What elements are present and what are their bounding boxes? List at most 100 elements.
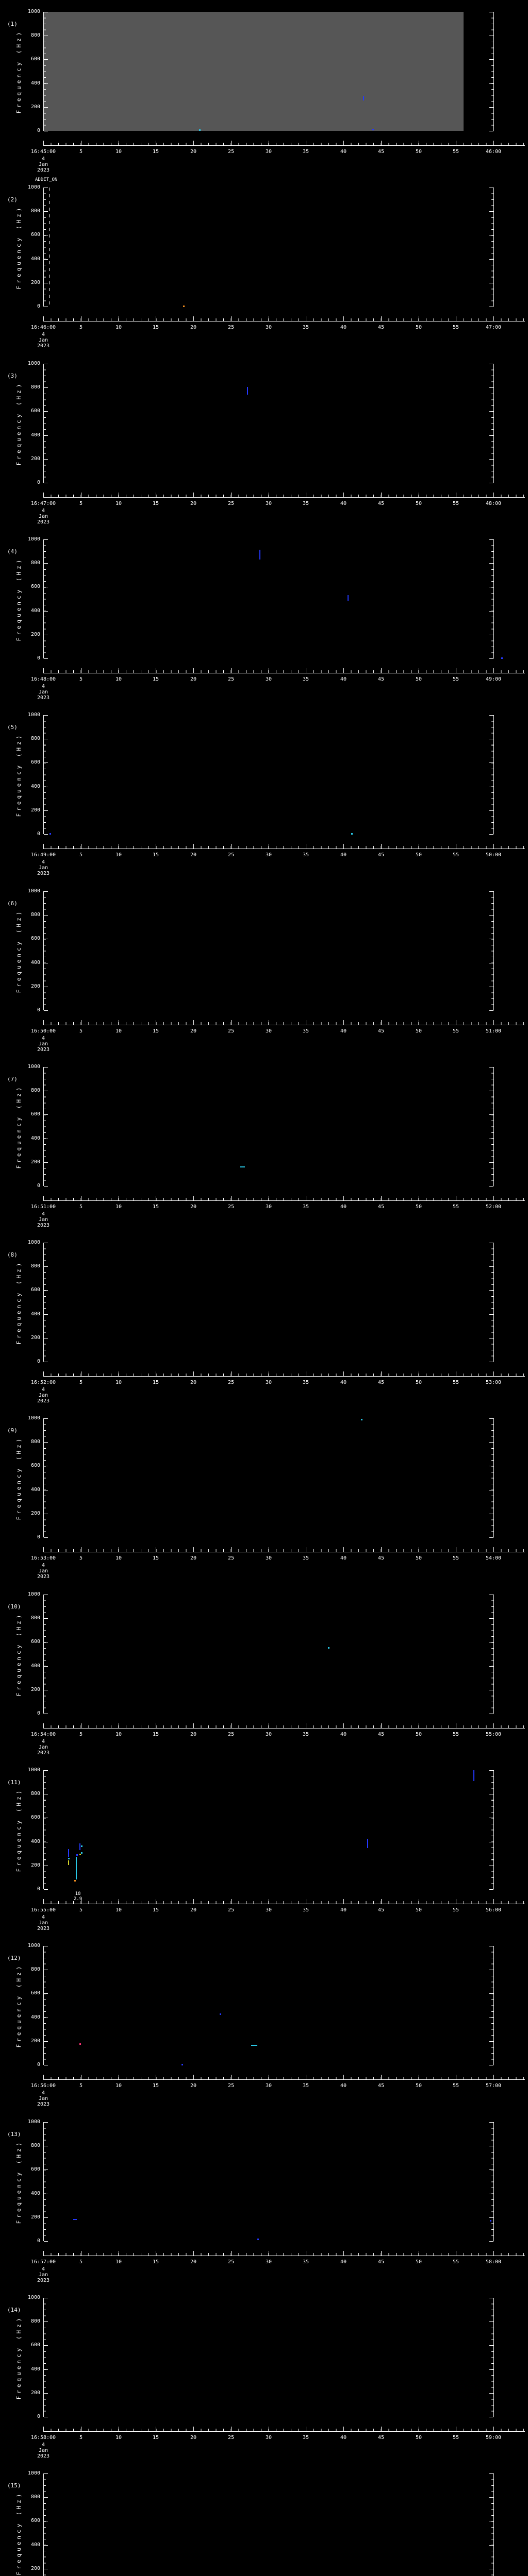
x-major-tick [493, 1723, 494, 1728]
y-major-tick-right [489, 2321, 493, 2322]
y-minor-ticks-left [44, 1595, 46, 1714]
y-tick-label: 1000 [27, 9, 40, 14]
y-tick-label: 400 [30, 1663, 40, 1669]
panel-index-label: (10) [7, 1603, 21, 1610]
y-major-tick-left [44, 1618, 48, 1619]
y-major-tick-right [489, 2369, 493, 2370]
x-major-tick [43, 2075, 44, 2079]
x-tick-label: 15 [152, 852, 159, 858]
x-tick-label: 5 [79, 325, 83, 330]
y-tick-label: 0 [37, 128, 40, 133]
y-major-tick-left [44, 1442, 48, 1443]
x-major-tick [493, 316, 494, 321]
y-minor-ticks-left [44, 539, 46, 659]
detection-mark-vline [348, 595, 349, 601]
date-label-line: 2023 [37, 871, 50, 876]
date-label-line: 4 [41, 1211, 45, 1217]
y-major-tick-right [489, 1442, 493, 1443]
date-label-line: Jan [38, 2448, 48, 2453]
spectrogram-panel: (12) Frequency (Hz) 1000 800 600 400 200 0 16:56… [0, 1934, 528, 2110]
x-tick-label: 50 [415, 1555, 422, 1561]
x-major-tick [193, 141, 194, 145]
x-tick-label: 16:46:00 [30, 325, 56, 330]
date-label-line: Jan [38, 2272, 48, 2278]
detection-mark-vline [79, 1843, 80, 1850]
y-tick-label: 1000 [27, 1943, 40, 1948]
x-minor-ticks [43, 1022, 525, 1025]
y-major-tick-right [489, 563, 493, 564]
x-major-tick [193, 1723, 194, 1728]
x-tick-label: 55 [452, 149, 459, 155]
x-tick-label: 40 [340, 1028, 347, 1034]
x-tick-label: 5 [79, 1555, 83, 1561]
x-major-tick [231, 2427, 232, 2431]
x-tick-label: 25 [227, 501, 235, 506]
x-tick-label: 50 [415, 1204, 422, 1210]
x-axis-line [43, 497, 525, 498]
detection-mark-vline [68, 1860, 69, 1865]
date-label-line: 2023 [37, 1574, 50, 1580]
x-tick-label: 55 [452, 852, 459, 858]
date-label-line: 2023 [37, 1926, 50, 1931]
x-major-tick [43, 1547, 44, 1552]
right-spine [493, 1243, 494, 1362]
frequency-axis-title: Frequency (Hz) [15, 381, 22, 466]
x-major-tick [231, 1196, 232, 1200]
y-minor-ticks-right [491, 188, 493, 307]
y-minor-ticks-left [44, 1770, 46, 1890]
y-tick-label: 800 [30, 384, 40, 390]
x-major-tick [231, 493, 232, 497]
frequency-axis-title: Frequency (Hz) [15, 2315, 22, 2400]
y-major-tick-left [44, 762, 48, 763]
y-major-tick-right [489, 1290, 493, 1291]
y-tick-label: 600 [30, 1639, 40, 1645]
date-label-line: 4 [41, 1036, 45, 1041]
x-axis-line [43, 2079, 525, 2080]
detection-mark-dot [361, 1419, 362, 1420]
y-tick-label: 600 [30, 56, 40, 62]
x-minor-ticks [43, 2429, 525, 2431]
y-minor-ticks-right [491, 2298, 493, 2417]
spectrogram-panel: (2) Frequency (Hz) 1000 800 600 400 200 0 ADDET_… [0, 176, 528, 351]
detection-mark-dot [81, 1852, 82, 1854]
right-spine [493, 2298, 494, 2417]
x-major-tick [193, 844, 194, 849]
x-tick-label: 30 [265, 2259, 272, 2265]
x-tick-label: 25 [227, 149, 235, 155]
y-tick-label: 400 [30, 256, 40, 262]
left-spine [43, 2473, 44, 2576]
x-major-tick [193, 493, 194, 497]
y-minor-ticks-left [44, 12, 46, 131]
x-major-tick [381, 493, 382, 497]
date-label-line: 4 [41, 508, 45, 514]
x-major-tick [343, 316, 344, 321]
y-tick-label: 0 [37, 2062, 40, 2067]
date-label-line: Jan [38, 162, 48, 167]
x-tick-label: 20 [190, 2259, 197, 2265]
dashed-marker-line [49, 188, 50, 307]
x-tick-label: 20 [190, 1204, 197, 1210]
x-tick-label: 56:00 [485, 1907, 502, 1913]
y-major-tick-left [44, 2497, 48, 2498]
x-tick-label: 25 [227, 1555, 235, 1561]
spectrogram-panel: (3) Frequency (Hz) 1000 800 600 400 200 0 16:47:… [0, 352, 528, 528]
x-tick-label: 20 [190, 2083, 197, 2089]
y-major-tick-right [489, 107, 493, 108]
x-major-tick [43, 2427, 44, 2431]
detection-mark-dot [79, 1854, 81, 1855]
x-tick-label: 5 [79, 1028, 83, 1034]
frequency-axis-title: Frequency (Hz) [15, 1436, 22, 1520]
x-major-tick [343, 1020, 344, 1025]
date-label-line: Jan [38, 514, 48, 519]
left-spine [43, 12, 44, 131]
y-major-tick-right [489, 459, 493, 460]
y-tick-label: 400 [30, 1487, 40, 1493]
right-spine [493, 1418, 494, 1537]
y-major-tick-left [44, 2545, 48, 2546]
x-tick-label: 55 [452, 1555, 459, 1561]
y-major-tick-left [44, 611, 48, 612]
y-major-tick-right [489, 715, 493, 716]
x-tick-label: 10 [115, 501, 122, 506]
frequency-axis-title: Frequency (Hz) [15, 909, 22, 993]
x-tick-label: 25 [227, 676, 235, 682]
